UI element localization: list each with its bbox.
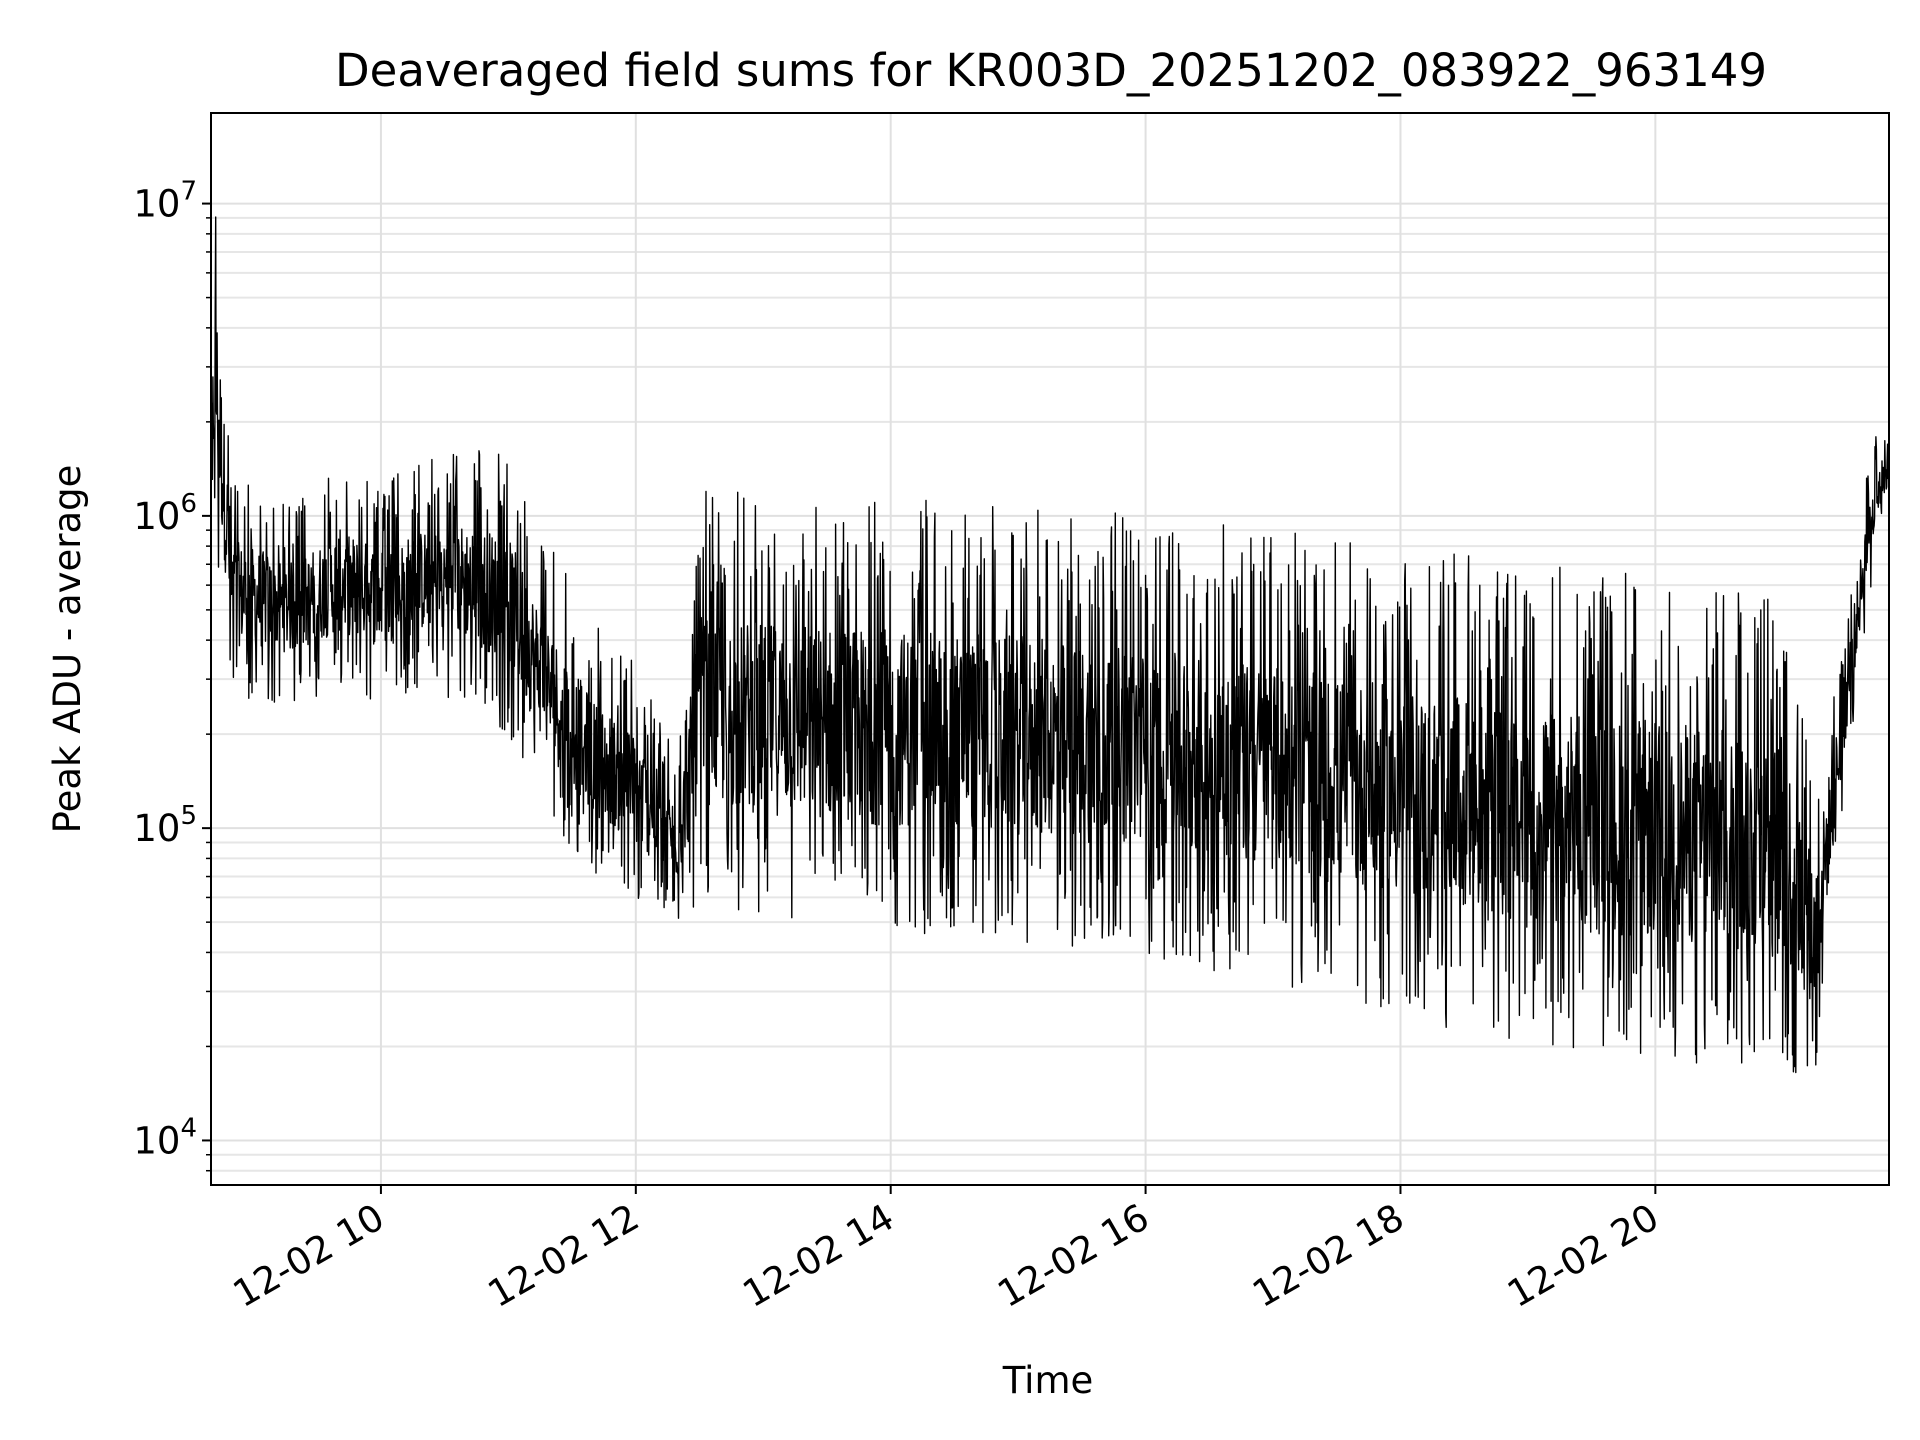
- y-tick-label: 104: [133, 1113, 197, 1162]
- y-axis-label: Peak ADU - average: [46, 465, 89, 834]
- plot-frame: [210, 112, 1890, 1186]
- y-tick-label: 105: [133, 801, 197, 850]
- series-path: [210, 216, 1890, 1074]
- x-axis-label: Time: [1002, 1359, 1094, 1402]
- y-axis-ticks: 104 105 106 107: [133, 177, 211, 1172]
- chart-title: Deaveraged field sums for KR003D_2025120…: [335, 44, 1767, 97]
- series-line: [210, 216, 1890, 1074]
- y-tick-label: 107: [133, 177, 197, 226]
- y-tick-label: 106: [133, 489, 197, 538]
